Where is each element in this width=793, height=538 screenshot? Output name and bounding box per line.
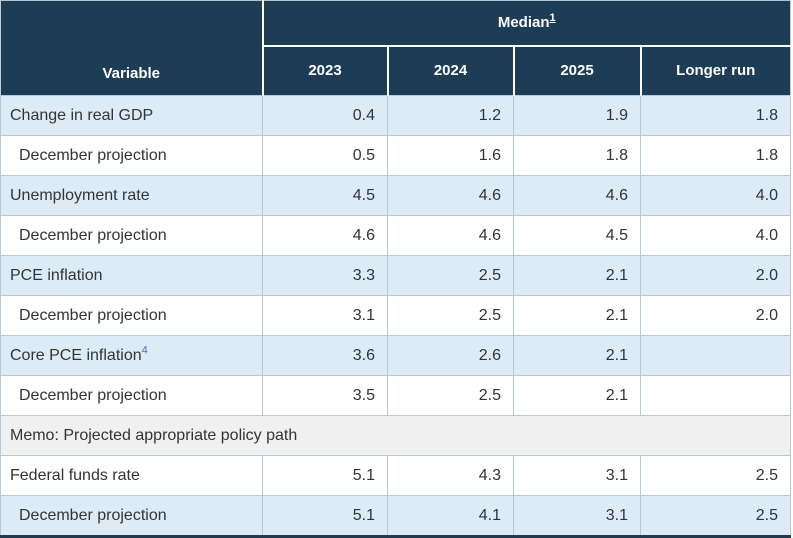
table-body: Change in real GDP 0.4 1.2 1.9 1.8 December p… [0, 95, 791, 537]
cell-value: 5.1 [262, 495, 388, 537]
year-column-header: 2025 [512, 45, 641, 96]
table-row: PCE inflation 3.3 2.5 2.1 2.0 [0, 255, 791, 296]
cell-value: 3.3 [262, 255, 388, 296]
cell-value [640, 375, 791, 416]
memo-label: Memo: Projected appropriate policy path [0, 415, 791, 456]
cell-value: 2.1 [513, 375, 641, 416]
cell-value: 1.8 [640, 135, 791, 176]
variable-header-label: Variable [102, 65, 161, 82]
cell-value: 4.5 [513, 215, 641, 256]
row-label: PCE inflation [0, 255, 263, 296]
cell-value: 4.6 [387, 215, 514, 256]
table-row: Federal funds rate 5.1 4.3 3.1 2.5 [0, 455, 791, 496]
table-row: December projection 0.5 1.6 1.8 1.8 [0, 135, 791, 176]
year-column-header: 2024 [386, 45, 514, 96]
cell-value: 1.9 [513, 95, 641, 136]
cell-value: 3.5 [262, 375, 388, 416]
table-header: Variable Median1 2023 2024 2025 Longer run [0, 0, 791, 96]
row-label: Federal funds rate [0, 455, 263, 496]
row-label: December projection [0, 375, 263, 416]
cell-value: 3.1 [513, 455, 641, 496]
cell-value: 0.5 [262, 135, 388, 176]
cell-value: 4.6 [513, 175, 641, 216]
row-label: Unemployment rate [0, 175, 263, 216]
memo-row: Memo: Projected appropriate policy path [0, 415, 791, 456]
row-label: Core PCE inflation4 [0, 335, 263, 376]
cell-value: 4.5 [262, 175, 388, 216]
median-group-header: Median1 [262, 0, 791, 47]
cell-value: 2.5 [387, 295, 514, 336]
cell-value: 2.1 [513, 335, 641, 376]
cell-value: 1.8 [640, 95, 791, 136]
cell-value: 1.2 [387, 95, 514, 136]
cell-value: 4.6 [262, 215, 388, 256]
cell-value [640, 335, 791, 376]
row-label: December projection [0, 495, 263, 537]
cell-value: 2.5 [640, 495, 791, 537]
cell-value: 0.4 [262, 95, 388, 136]
table-row: December projection 3.1 2.5 2.1 2.0 [0, 295, 791, 336]
cell-value: 1.6 [387, 135, 514, 176]
cell-value: 2.6 [387, 335, 514, 376]
table-row: December projection 4.6 4.6 4.5 4.0 [0, 215, 791, 256]
table-row: December projection 5.1 4.1 3.1 2.5 [0, 495, 791, 537]
cell-value: 4.0 [640, 215, 791, 256]
table-row: December projection 3.5 2.5 2.1 [0, 375, 791, 416]
variable-column-header: Variable [0, 0, 264, 96]
cell-value: 1.8 [513, 135, 641, 176]
cell-value: 3.6 [262, 335, 388, 376]
table-row: Change in real GDP 0.4 1.2 1.9 1.8 [0, 95, 791, 136]
header-row-years: 2023 2024 2025 Longer run [1, 45, 791, 96]
cell-value: 2.5 [387, 255, 514, 296]
cell-value: 4.6 [387, 175, 514, 216]
cell-value: 4.0 [640, 175, 791, 216]
cell-value: 2.5 [640, 455, 791, 496]
cell-value: 3.1 [513, 495, 641, 537]
row-label: December projection [0, 135, 263, 176]
row-label: December projection [0, 215, 263, 256]
cell-value: 4.1 [387, 495, 514, 537]
year-column-header: 2023 [262, 45, 388, 96]
year-column-header: Longer run [639, 45, 791, 96]
median-header-label: Median [497, 14, 550, 32]
cell-value: 3.1 [262, 295, 388, 336]
cell-value: 2.0 [640, 255, 791, 296]
cell-value: 4.3 [387, 455, 514, 496]
cell-value: 2.1 [513, 295, 641, 336]
cell-value: 2.0 [640, 295, 791, 336]
cell-value: 2.1 [513, 255, 641, 296]
median-footnote-link[interactable]: 1 [549, 12, 556, 25]
row-label: Change in real GDP [0, 95, 263, 136]
table-row: Core PCE inflation4 3.6 2.6 2.1 [0, 335, 791, 376]
cell-value: 2.5 [387, 375, 514, 416]
row-label: December projection [0, 295, 263, 336]
cell-value: 5.1 [262, 455, 388, 496]
row-footnote-link[interactable]: 4 [141, 344, 148, 357]
table-row: Unemployment rate 4.5 4.6 4.6 4.0 [0, 175, 791, 216]
header-row-top: Variable Median1 [0, 0, 791, 96]
